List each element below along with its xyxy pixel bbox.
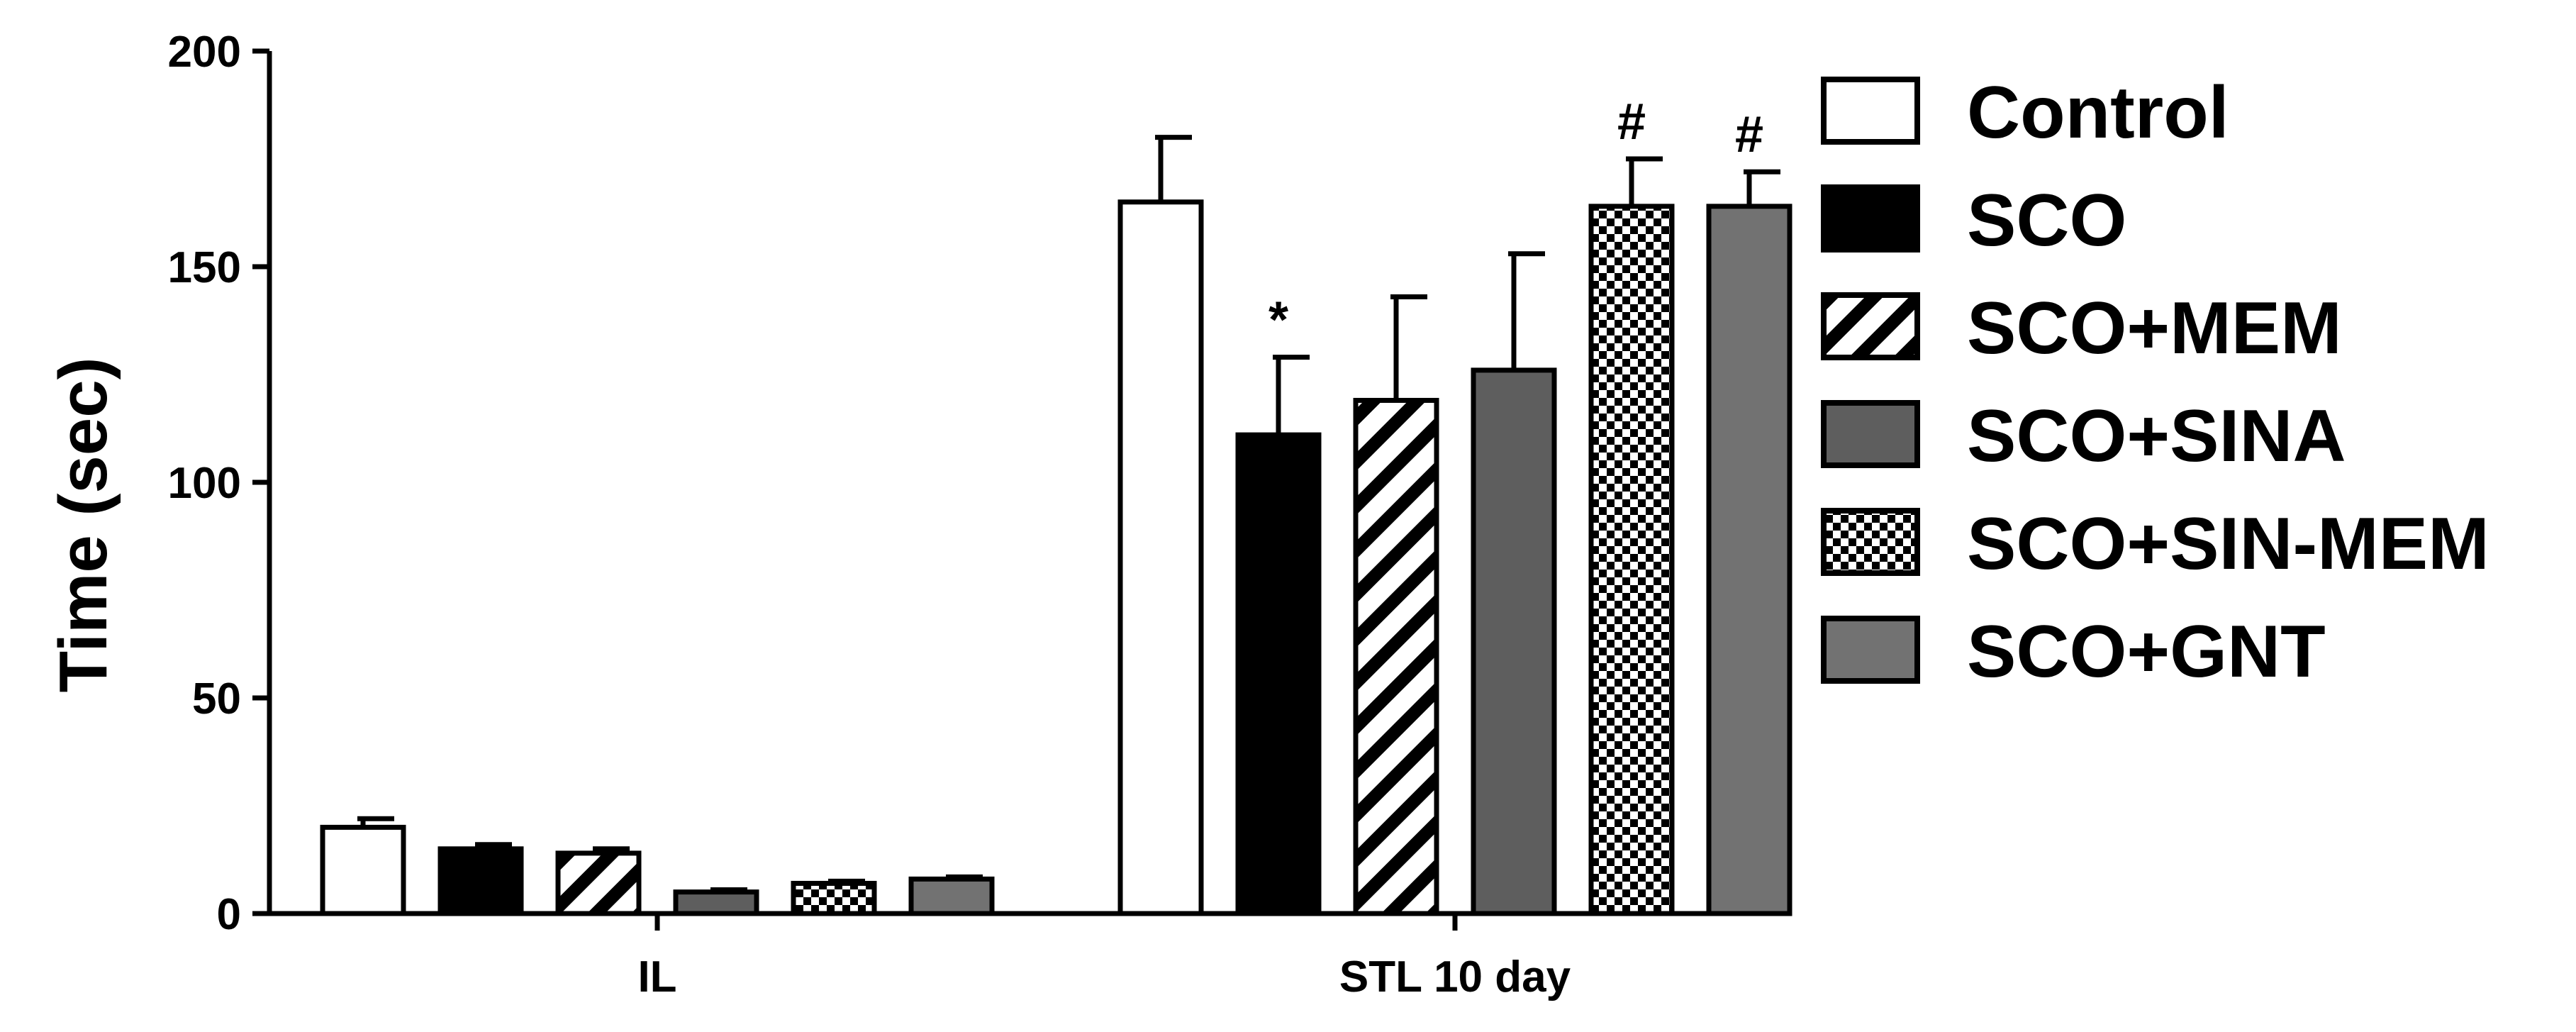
- bar-sco-sina: [673, 889, 759, 916]
- y-tick-label: 100: [168, 459, 241, 508]
- legend-label: SCO+SINA: [1967, 395, 2346, 477]
- axes: 0 50 100 150 200 Time (sec) IL STL 10 day: [45, 28, 1730, 1002]
- legend-label: SCO+GNT: [1967, 611, 2326, 693]
- bar-sco-mem: [1353, 397, 1439, 916]
- legend-swatch: [1821, 184, 1920, 253]
- significance-marker: #: [1617, 94, 1646, 150]
- x-category-label: STL 10 day: [1339, 953, 1571, 1002]
- legend-label: SCO+SIN-MEM: [1967, 503, 2489, 585]
- bar-control: [1117, 199, 1204, 916]
- bar-sco-gnt: [908, 876, 995, 916]
- significance-marker: #: [1735, 106, 1763, 163]
- legend: Control SCO SCO+MEM SCO+SINA SCO+SIN-MEM SCO+…: [1821, 72, 2489, 693]
- legend-swatch: [1821, 616, 1920, 684]
- legend-swatch: [1821, 77, 1920, 145]
- legend-label: Control: [1967, 72, 2229, 154]
- bar-sco-sina: [1471, 367, 1557, 916]
- bar-sco: [437, 846, 524, 916]
- bar-sco-sin-mem: [1588, 204, 1675, 916]
- bar-sco-mem: [555, 850, 642, 916]
- bar-control: [320, 824, 406, 916]
- bar-sco-gnt: [1706, 204, 1792, 916]
- y-tick-label: 150: [168, 243, 241, 292]
- significance-marker: *: [1269, 292, 1288, 349]
- legend-swatch: [1821, 508, 1920, 576]
- bar-sco-sin-mem: [791, 880, 877, 916]
- y-axis-title: Time (sec): [45, 357, 121, 692]
- x-category-label: IL: [637, 953, 676, 1002]
- legend-swatch: [1821, 400, 1920, 468]
- legend-swatch: [1821, 292, 1920, 360]
- bar-sco: [1235, 432, 1322, 916]
- y-tick-label: 50: [192, 675, 241, 723]
- y-tick-label: 200: [168, 28, 241, 77]
- legend-label: SCO+MEM: [1967, 287, 2342, 370]
- y-tick-label: 0: [217, 890, 241, 939]
- bars: * # #: [320, 94, 1792, 916]
- legend-label: SCO: [1967, 179, 2126, 262]
